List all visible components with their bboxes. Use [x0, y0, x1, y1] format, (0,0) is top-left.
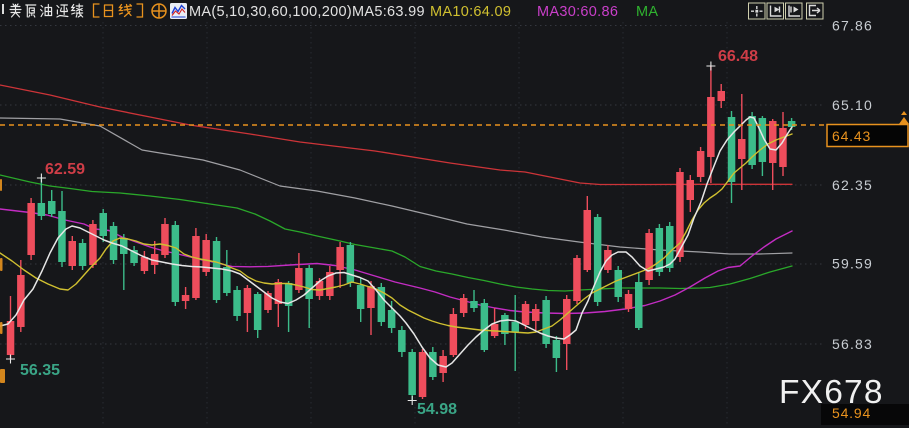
- svg-text:56.35: 56.35: [20, 362, 60, 379]
- svg-text:64.43: 64.43: [832, 128, 871, 144]
- svg-text:54.98: 54.98: [417, 401, 457, 418]
- svg-text:59.59: 59.59: [832, 256, 873, 272]
- svg-text:62.59: 62.59: [45, 161, 85, 178]
- svg-text:MA: MA: [636, 4, 658, 20]
- svg-text:MA30:60.86: MA30:60.86: [537, 4, 618, 20]
- svg-text:MA10:64.09: MA10:64.09: [430, 4, 511, 20]
- svg-text:MA(5,10,30,60,100,200): MA(5,10,30,60,100,200): [189, 4, 352, 20]
- svg-text:65.10: 65.10: [832, 97, 873, 113]
- svg-text:MA5:63.99: MA5:63.99: [352, 4, 425, 20]
- svg-text:56.83: 56.83: [832, 336, 873, 352]
- svg-text:66.48: 66.48: [718, 48, 758, 65]
- svg-text:67.86: 67.86: [832, 18, 873, 34]
- svg-text:54.94: 54.94: [832, 405, 871, 421]
- svg-text:62.35: 62.35: [832, 177, 873, 193]
